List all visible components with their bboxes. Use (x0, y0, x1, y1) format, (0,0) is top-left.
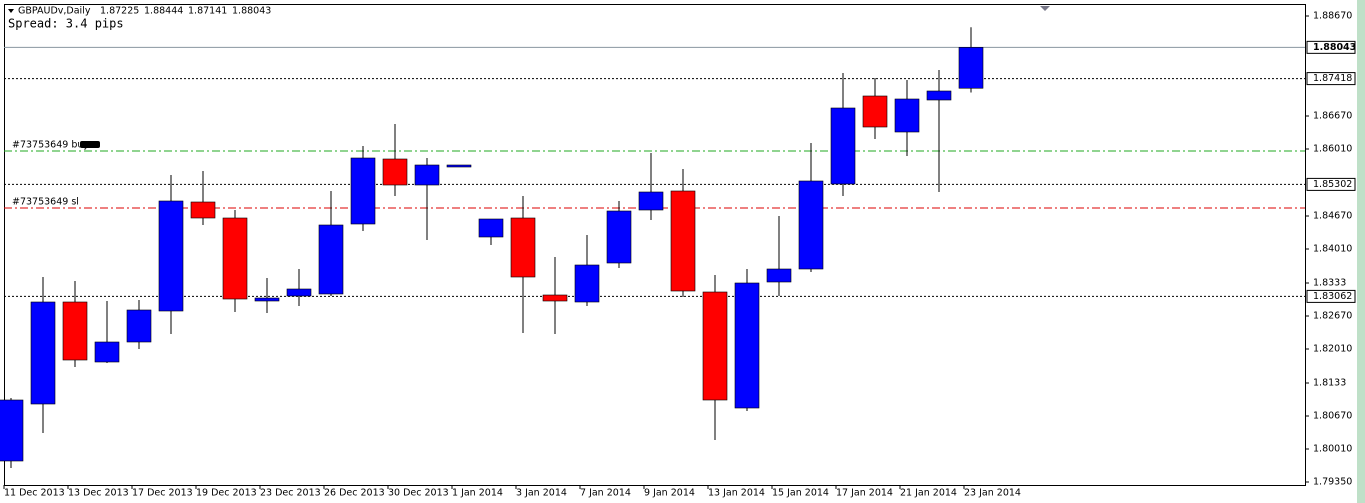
y-tick-label: 1.84670 (1313, 211, 1352, 222)
candle-body (926, 90, 952, 101)
candle-body (670, 190, 696, 292)
x-tick-label: 21 Jan 2014 (900, 488, 957, 499)
candle-body (798, 180, 824, 270)
x-tick-label: 13 Dec 2013 (68, 488, 129, 499)
candle-body (286, 288, 312, 297)
y-tick-label: 1.8333 (1313, 278, 1346, 289)
candle-body (318, 224, 344, 295)
candle-body (830, 107, 856, 185)
spread: Spread: 3.4 pips (8, 17, 124, 31)
ohlc-value: 1.88444 (144, 6, 183, 17)
menu-arrow[interactable] (8, 9, 14, 13)
price-label: 1.88043 (1313, 42, 1356, 53)
x-tick-label: 13 Jan 2014 (708, 488, 765, 499)
x-tick-label: 11 Dec 2013 (4, 488, 65, 499)
candle-body (254, 297, 280, 302)
candle-body (958, 47, 984, 89)
x-tick-label: 3 Jan 2014 (516, 488, 567, 499)
y-tick-label: 1.8133 (1313, 378, 1346, 389)
candle-body (190, 201, 216, 219)
ohlc-value: 1.87141 (188, 6, 227, 17)
y-tick-label: 1.80010 (1313, 444, 1352, 455)
candle-body (222, 217, 248, 300)
ohlc-value: 1.88043 (232, 6, 271, 17)
y-tick-label: 1.86010 (1313, 144, 1352, 155)
x-tick-label: 23 Jan 2014 (964, 488, 1021, 499)
y-tick-label: 1.82670 (1313, 311, 1352, 322)
x-tick-label: 7 Jan 2014 (580, 488, 631, 499)
candle-body (446, 164, 472, 168)
scrollbar[interactable] (1357, 0, 1365, 503)
level-box (1306, 72, 1356, 86)
ohlc-value: 1.87225 (100, 6, 139, 17)
y-tick-label: 1.80670 (1313, 411, 1352, 422)
level-label: 1.83062 (1313, 291, 1352, 302)
candle-body (30, 301, 56, 405)
candle-body (62, 301, 88, 361)
x-tick-label: 17 Dec 2013 (132, 488, 193, 499)
candle-body (382, 158, 408, 186)
candle-body (862, 95, 888, 128)
x-tick-label: 17 Jan 2014 (836, 488, 893, 499)
level-label: 1.87418 (1313, 73, 1352, 84)
candle-body (702, 291, 728, 401)
symbol: GBPAUDv,Daily (18, 6, 91, 17)
x-tick-label: 26 Dec 2013 (324, 488, 385, 499)
level-label: 1.85302 (1313, 179, 1352, 190)
candle-body (0, 399, 24, 462)
order-label: #73753649 sl (12, 197, 79, 208)
candle-body (126, 309, 152, 343)
candle-body (542, 294, 568, 302)
candle-body (510, 217, 536, 278)
candle-body (158, 200, 184, 312)
level-box (1306, 289, 1356, 303)
candle-body (638, 191, 664, 211)
candle-body (766, 268, 792, 283)
candle-body (350, 157, 376, 225)
y-tick-label: 1.79350 (1313, 477, 1352, 488)
y-tick-label: 1.86670 (1313, 111, 1352, 122)
x-tick-label: 30 Dec 2013 (388, 488, 449, 499)
candle-body (606, 210, 632, 264)
candle-body (574, 264, 600, 303)
price-box (1306, 40, 1356, 54)
candle-body (894, 98, 920, 133)
shift-marker (1040, 6, 1050, 11)
level-box (1306, 177, 1356, 191)
candle-body (414, 164, 440, 186)
order-tag (80, 141, 100, 148)
y-tick-label: 1.84010 (1313, 244, 1352, 255)
y-tick-label: 1.88670 (1313, 11, 1352, 22)
candle-body (478, 218, 504, 238)
plot-frame (4, 4, 1306, 486)
x-tick-label: 15 Jan 2014 (772, 488, 829, 499)
candle-body (94, 341, 120, 363)
order-label: #73753649 buy (12, 140, 89, 151)
candle-body (734, 282, 760, 409)
x-tick-label: 19 Dec 2013 (196, 488, 257, 499)
y-tick-label: 1.82010 (1313, 344, 1352, 355)
x-tick-label: 1 Jan 2014 (452, 488, 503, 499)
x-tick-label: 23 Dec 2013 (260, 488, 321, 499)
x-tick-label: 9 Jan 2014 (644, 488, 695, 499)
